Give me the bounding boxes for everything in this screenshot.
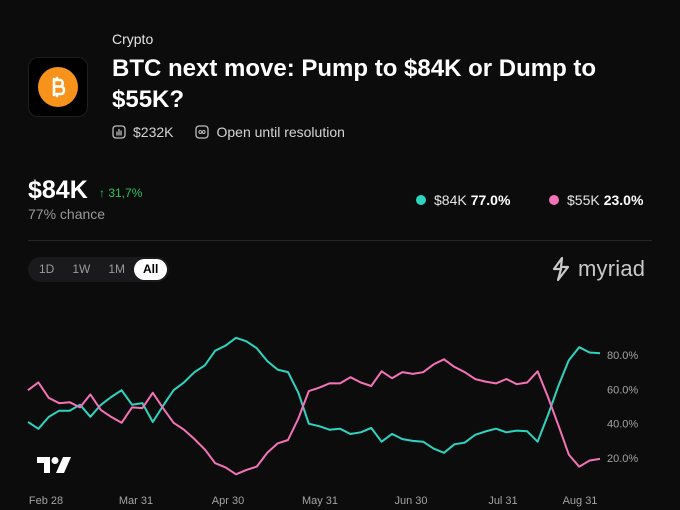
myriad-logo: myriad (550, 256, 645, 282)
infinity-icon (195, 125, 210, 139)
leading-outcome-change: ↑ 31,7% (99, 186, 143, 200)
price-history-chart: 80.0% 60.0% 40.0% 20.0% Feb 28 Mar 31 Apr 30 M… (27, 336, 638, 507)
y-tick-label: 20.0% (607, 453, 638, 465)
x-tick-label: Jun 30 (394, 495, 427, 507)
x-tick-label: Aug 31 (563, 495, 598, 507)
market-meta: $232K Open until resolution (112, 124, 345, 140)
leading-outcome-chance: 77% chance (28, 206, 106, 222)
series-line-55k (27, 358, 601, 476)
market-title: BTC next move: Pump to $84K or Dump to $… (112, 55, 597, 113)
myriad-mark-icon (552, 256, 570, 282)
market-status: Open until resolution (216, 124, 345, 140)
legend-item-55k[interactable]: $55K 23.0% (549, 192, 643, 208)
x-tick-label: Apr 30 (212, 495, 244, 507)
legend-label: $84K (434, 192, 467, 208)
brand-name: myriad (578, 256, 646, 281)
range-button-all[interactable]: All (134, 259, 168, 280)
y-tick-label: 40.0% (607, 419, 638, 431)
bitcoin-icon (38, 67, 78, 107)
x-tick-label: Feb 28 (29, 495, 63, 507)
bar-chart-icon (112, 125, 126, 139)
legend-dot (549, 195, 559, 205)
series-line-84k (27, 336, 601, 454)
legend-value: 77.0% (470, 192, 511, 208)
y-tick-label: 60.0% (607, 384, 638, 396)
x-tick-label: Mar 31 (119, 495, 153, 507)
y-tick-label: 80.0% (607, 350, 638, 362)
legend-label: $55K (567, 192, 600, 208)
range-button-1w[interactable]: 1W (72, 262, 91, 276)
market-category[interactable]: Crypto (112, 31, 154, 47)
legend-dot (416, 195, 426, 205)
x-tick-label: Jul 31 (488, 495, 517, 507)
legend-value: 23.0% (603, 192, 644, 208)
time-range-selector: 1D 1W 1M All (28, 257, 170, 282)
market-icon (28, 57, 88, 117)
x-tick-label: May 31 (302, 495, 338, 507)
leading-outcome-price: $84K (28, 176, 88, 204)
range-button-1d[interactable]: 1D (39, 262, 55, 276)
range-button-1m[interactable]: 1M (108, 262, 126, 276)
divider (28, 240, 652, 241)
legend-item-84k[interactable]: $84K 77.0% (416, 192, 510, 208)
market-volume: $232K (133, 124, 174, 140)
tradingview-logo-icon (37, 457, 71, 473)
